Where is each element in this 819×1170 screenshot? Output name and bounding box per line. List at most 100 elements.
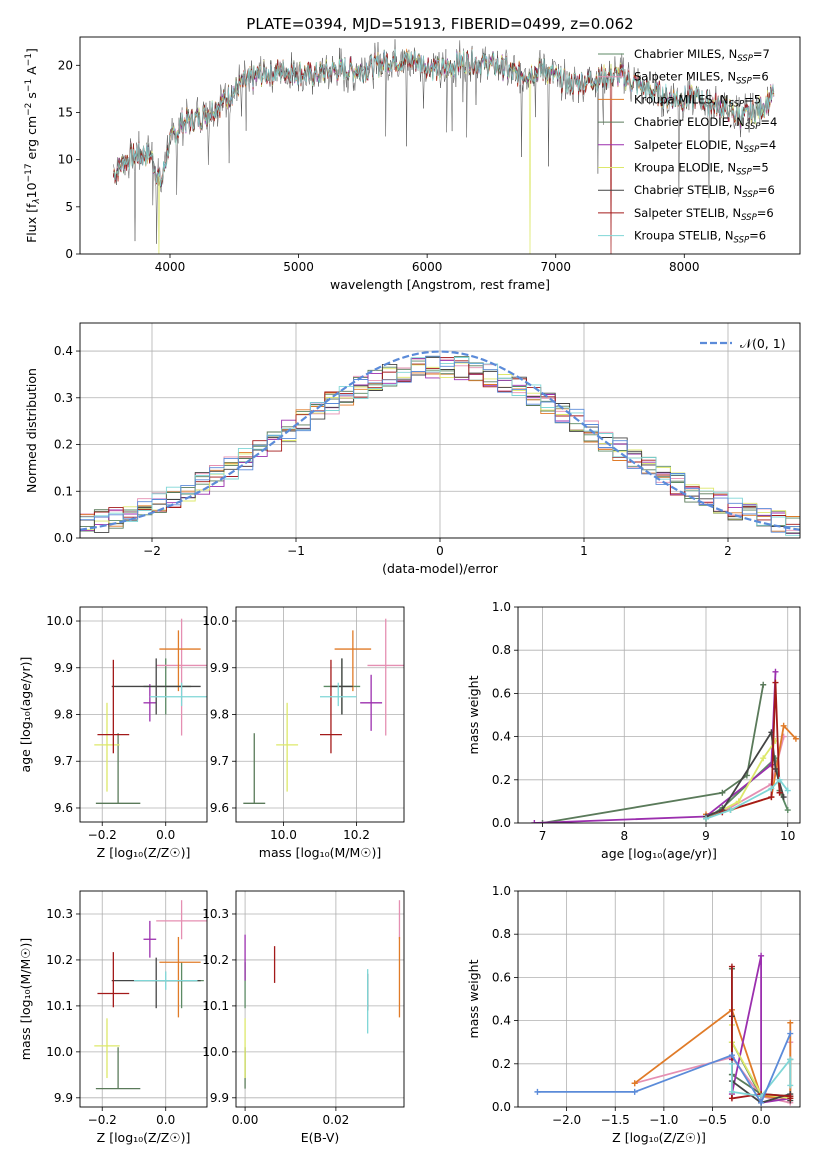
errorbar-kroupa-miles (159, 630, 201, 692)
weight-marker (787, 1095, 794, 1102)
axes-frame (235, 606, 405, 823)
chart-spectrum: 4000 5000 6000 7000 8000 0 5 10 15 20 wavelength [… (24, 36, 801, 292)
weight-marker (534, 1088, 541, 1095)
y-tick-label: 0 (65, 247, 73, 261)
y-tick-label: 0.8 (492, 643, 511, 657)
y-label-part: ] (24, 48, 39, 53)
axes-frame (517, 606, 801, 824)
legend-label: Chabrier MILES, N (634, 47, 737, 61)
x-tick-label: 5000 (283, 260, 314, 274)
legend-suffix: =5 (744, 92, 761, 106)
x-tick-label: 0.00 (232, 1113, 259, 1127)
y-tick-label: 0.2 (492, 773, 511, 787)
weight-line-chabrier-elodie (542, 684, 765, 823)
weight-marker (772, 766, 779, 772)
y-tick-label: 10.0 (46, 614, 73, 628)
legend-sub: SSP (741, 213, 757, 223)
weight-marker (780, 794, 787, 801)
legend-label: Salpeter STELIB, N (634, 206, 741, 220)
legend-sub: SSP (742, 190, 758, 200)
weight-marker (768, 785, 775, 792)
errorbar-kroupa-elodie (276, 702, 299, 792)
y-tick-label: 0.0 (492, 816, 511, 830)
x-tick-label: 4000 (155, 260, 186, 274)
axes-frame (517, 890, 801, 1108)
weight-marker (703, 815, 709, 822)
y-tick-label: 9.9 (54, 1091, 73, 1105)
y-tick-label: 0.1 (54, 484, 73, 498)
weight-marker (531, 820, 538, 823)
y-tick-label: 0.6 (492, 970, 511, 984)
plot-area (80, 891, 207, 1107)
x-tick-label: −2 (143, 544, 161, 558)
legend-suffix: =6 (752, 70, 769, 84)
errorbar-kroupa-miles (334, 630, 372, 692)
x-tick-label: 1 (580, 544, 588, 558)
weight-marker (787, 1082, 794, 1089)
weight-marker (728, 963, 735, 970)
x-tick-label: −0.2 (88, 1113, 117, 1127)
y-axis-label: mass weight (466, 959, 481, 1038)
y-tick-label: 0.0 (492, 1100, 511, 1114)
legend-entry: Salpeter MILES, NSSP=6 (634, 70, 769, 87)
legend-suffix: =6 (757, 206, 774, 220)
figure-title: PLATE=0394, MJD=51913, FIBERID=0499, z=0… (246, 15, 633, 33)
y-axis-label: mass [log₁₀(M/M☉)] (18, 938, 33, 1060)
legend-sub: SSP (736, 77, 752, 87)
y-tick-label: 9.6 (54, 801, 73, 815)
gaussian-curve (80, 350, 800, 531)
weight-marker (772, 679, 779, 686)
x-tick-label: −1 (287, 544, 305, 558)
errorbar-kroupa-stelib (133, 971, 198, 990)
x-tick-label: 8000 (669, 260, 700, 274)
weight-marker (776, 776, 783, 783)
x-tick-label: −1.5 (601, 1113, 630, 1127)
x-tick-label: 6000 (412, 260, 443, 274)
x-tick-label: 7000 (540, 260, 571, 274)
x-tick-label: −0.2 (88, 828, 117, 842)
chart-age-vs-mass: 10.0 10.2 9.6 9.7 9.8 9.9 10.0 mass [log₁₀(M/M☉… (202, 606, 405, 860)
weight-marker (728, 1095, 735, 1102)
gaussian-legend-label: 𝒩(0, 1) (740, 336, 786, 351)
x-tick-label: 10.2 (343, 828, 370, 842)
y-axis-label: Flux [fλ10−17 erg cm−2 s−1 A−1] (24, 48, 42, 243)
y-tick-label: 5 (65, 200, 73, 214)
weight-marker (539, 820, 546, 823)
y-tick-label: 0.8 (492, 927, 511, 941)
weight-marker (772, 668, 779, 675)
weight-marker (787, 1056, 794, 1063)
x-tick-label: 7 (539, 829, 547, 843)
x-tick-label: 0.0 (156, 828, 175, 842)
chart-mass-vs-Z: −0.2 0.0 9.9 10.0 10.1 10.2 10.3 Z [log₁₀(Z/Z☉)… (18, 890, 208, 1145)
x-tick-label: 9 (702, 829, 710, 843)
y-tick-label: 0.2 (54, 438, 73, 452)
weight-marker (760, 681, 767, 688)
legend-suffix: =4 (759, 138, 776, 152)
errorbar-chabrier-elodie (243, 733, 266, 804)
legend-entry: Salpeter ELODIE, NSSP=4 (634, 138, 776, 155)
legend-entry: Chabrier ELODIE, NSSP=4 (634, 115, 777, 132)
legend-label: Chabrier ELODIE, N (634, 115, 745, 129)
spectrum-model-kroupa-stelib (113, 49, 775, 187)
x-tick-label: 0.02 (323, 1113, 350, 1127)
y-tick-label: 9.9 (210, 1091, 229, 1105)
weight-marker (727, 807, 734, 814)
y-tick-label: 10 (58, 153, 73, 167)
weight-marker (719, 789, 726, 796)
plot-area (518, 607, 800, 823)
errorbar-kroupa-stelib (320, 682, 357, 707)
x-axis-label: Z [log₁₀(Z/Z☉)] (97, 845, 191, 860)
y-label-part: −2 (24, 103, 34, 116)
weight-marker (784, 807, 791, 814)
y-tick-label: 10.0 (202, 1045, 229, 1059)
weight-marker (631, 1088, 638, 1095)
y-tick-label: 0.3 (54, 391, 73, 405)
y-tick-label: 1.0 (492, 600, 511, 614)
y-tick-label: 9.8 (210, 708, 229, 722)
axes-frame (79, 322, 801, 539)
legend-entry: Chabrier STELIB, NSSP=6 (634, 183, 775, 200)
x-tick-label: −2.0 (552, 1113, 581, 1127)
y-axis-label: age [log₁₀(age/yr)] (18, 657, 33, 773)
weight-marker (758, 952, 765, 959)
y-tick-label: 0.4 (492, 730, 511, 744)
